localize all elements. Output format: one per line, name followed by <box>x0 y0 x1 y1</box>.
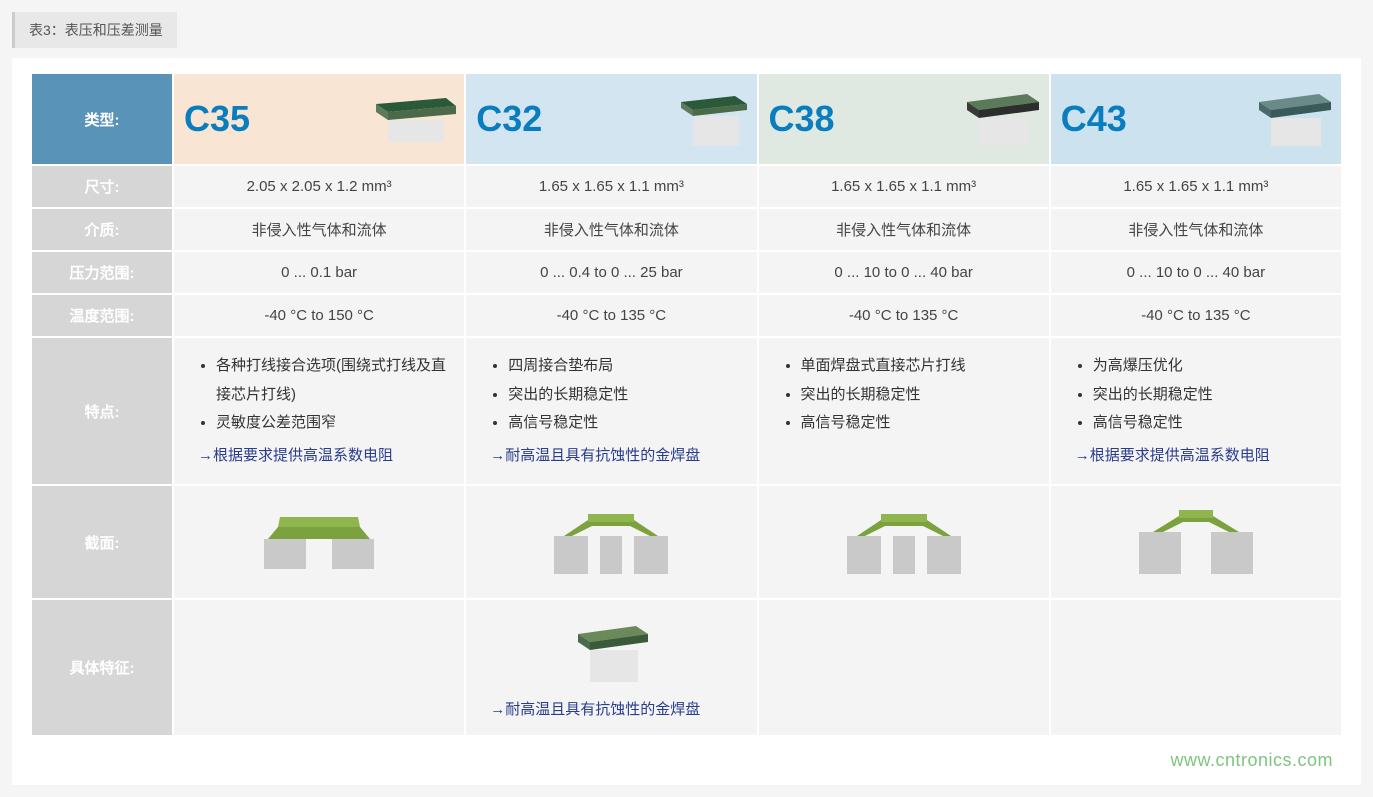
cell-size-c32: 1.65 x 1.65 x 1.1 mm³ <box>466 166 756 207</box>
cell-cross-c32 <box>466 486 756 598</box>
hdr-c35: C35 <box>174 74 464 164</box>
list-item: 突出的长期稳定性 <box>1093 381 1325 410</box>
cross-section-icon <box>1131 502 1261 578</box>
cell-pressure-c32: 0 ... 0.4 to 0 ... 25 bar <box>466 252 756 293</box>
rowhdr-size: 尺寸: <box>32 166 172 207</box>
features-list-c38: 单面焊盘式直接芯片打线 突出的长期稳定性 高信号稳定性 <box>783 352 1033 438</box>
cell-specific-c35 <box>174 600 464 735</box>
row-specific: 具体特征: →耐高温且具有抗蚀性的金焊盘 <box>32 600 1341 735</box>
cell-temp-c32: -40 °C to 135 °C <box>466 295 756 336</box>
features-list-c35: 各种打线接合选项(围绕式打线及直接芯片打线) 灵敏度公差范围窄 <box>198 352 448 438</box>
rowhdr-features: 特点: <box>32 338 172 484</box>
cell-cross-c38 <box>759 486 1049 598</box>
list-item: 突出的长期稳定性 <box>801 381 1033 410</box>
watermark: www.cntronics.com <box>1170 750 1333 771</box>
cross-section-icon <box>546 502 676 578</box>
cross-section-icon <box>254 505 384 575</box>
rowhdr-cross: 截面: <box>32 486 172 598</box>
cell-pressure-c38: 0 ... 10 to 0 ... 40 bar <box>759 252 1049 293</box>
list-item: 为高爆压优化 <box>1093 352 1325 381</box>
list-item: 突出的长期稳定性 <box>508 381 740 410</box>
cell-features-c43: 为高爆压优化 突出的长期稳定性 高信号稳定性 →根据要求提供高温系数电阻 <box>1051 338 1341 484</box>
list-item: 各种打线接合选项(围绕式打线及直接芯片打线) <box>216 352 448 409</box>
list-item: 灵敏度公差范围窄 <box>216 409 448 438</box>
feature-note-c32: →耐高温且具有抗蚀性的金焊盘 <box>490 442 740 471</box>
row-type: 类型: C35 C32 <box>32 74 1341 164</box>
list-item: 高信号稳定性 <box>508 409 740 438</box>
chip-icon-c38 <box>959 86 1043 154</box>
rowhdr-medium: 介质: <box>32 209 172 250</box>
feature-note-c35: →根据要求提供高温系数电阻 <box>198 442 448 471</box>
cell-features-c38: 单面焊盘式直接芯片打线 突出的长期稳定性 高信号稳定性 <box>759 338 1049 484</box>
cell-features-c32: 四周接合垫布局 突出的长期稳定性 高信号稳定性 →耐高温且具有抗蚀性的金焊盘 <box>466 338 756 484</box>
table-caption: 表3：表压和压差测量 <box>12 12 177 48</box>
cell-temp-c35: -40 °C to 150 °C <box>174 295 464 336</box>
chip-icon-c35 <box>368 86 458 150</box>
feature-note-c43: →根据要求提供高温系数电阻 <box>1075 442 1325 471</box>
cell-temp-c38: -40 °C to 135 °C <box>759 295 1049 336</box>
list-item: 四周接合垫布局 <box>508 352 740 381</box>
chip-icon <box>566 616 656 686</box>
product-name-c43: C43 <box>1061 98 1127 140</box>
chip-icon-c32 <box>671 86 751 154</box>
row-medium: 介质: 非侵入性气体和流体 非侵入性气体和流体 非侵入性气体和流体 非侵入性气体… <box>32 209 1341 250</box>
cell-medium-c38: 非侵入性气体和流体 <box>759 209 1049 250</box>
cell-medium-c43: 非侵入性气体和流体 <box>1051 209 1341 250</box>
cell-size-c38: 1.65 x 1.65 x 1.1 mm³ <box>759 166 1049 207</box>
row-features: 特点: 各种打线接合选项(围绕式打线及直接芯片打线) 灵敏度公差范围窄 →根据要… <box>32 338 1341 484</box>
cell-size-c35: 2.05 x 2.05 x 1.2 mm³ <box>174 166 464 207</box>
table-container: 类型: C35 C32 <box>12 58 1361 785</box>
cell-size-c43: 1.65 x 1.65 x 1.1 mm³ <box>1051 166 1341 207</box>
row-temp: 温度范围: -40 °C to 150 °C -40 °C to 135 °C … <box>32 295 1341 336</box>
hdr-c38: C38 <box>759 74 1049 164</box>
chip-icon-c43 <box>1251 86 1335 154</box>
hdr-c32: C32 <box>466 74 756 164</box>
rowhdr-type: 类型: <box>32 74 172 164</box>
rowhdr-pressure: 压力范围: <box>32 252 172 293</box>
product-name-c35: C35 <box>184 98 250 140</box>
comparison-table: 类型: C35 C32 <box>30 72 1343 737</box>
cell-specific-c32: →耐高温且具有抗蚀性的金焊盘 <box>466 600 756 735</box>
product-name-c32: C32 <box>476 98 542 140</box>
cell-pressure-c43: 0 ... 10 to 0 ... 40 bar <box>1051 252 1341 293</box>
cell-pressure-c35: 0 ... 0.1 bar <box>174 252 464 293</box>
list-item: 单面焊盘式直接芯片打线 <box>801 352 1033 381</box>
row-size: 尺寸: 2.05 x 2.05 x 1.2 mm³ 1.65 x 1.65 x … <box>32 166 1341 207</box>
cell-temp-c43: -40 °C to 135 °C <box>1051 295 1341 336</box>
list-item: 高信号稳定性 <box>801 409 1033 438</box>
cell-features-c35: 各种打线接合选项(围绕式打线及直接芯片打线) 灵敏度公差范围窄 →根据要求提供高… <box>174 338 464 484</box>
cell-specific-c43 <box>1051 600 1341 735</box>
hdr-c43: C43 <box>1051 74 1341 164</box>
row-cross: 截面: <box>32 486 1341 598</box>
cross-section-icon <box>839 502 969 578</box>
features-list-c32: 四周接合垫布局 突出的长期稳定性 高信号稳定性 <box>490 352 740 438</box>
features-list-c43: 为高爆压优化 突出的长期稳定性 高信号稳定性 <box>1075 352 1325 438</box>
cell-medium-c35: 非侵入性气体和流体 <box>174 209 464 250</box>
rowhdr-temp: 温度范围: <box>32 295 172 336</box>
cell-cross-c43 <box>1051 486 1341 598</box>
cell-specific-c38 <box>759 600 1049 735</box>
product-name-c38: C38 <box>769 98 835 140</box>
list-item: 高信号稳定性 <box>1093 409 1325 438</box>
rowhdr-specific: 具体特征: <box>32 600 172 735</box>
specific-note-c32: →耐高温且具有抗蚀性的金焊盘 <box>474 698 748 719</box>
cell-cross-c35 <box>174 486 464 598</box>
row-pressure: 压力范围: 0 ... 0.1 bar 0 ... 0.4 to 0 ... 2… <box>32 252 1341 293</box>
cell-medium-c32: 非侵入性气体和流体 <box>466 209 756 250</box>
